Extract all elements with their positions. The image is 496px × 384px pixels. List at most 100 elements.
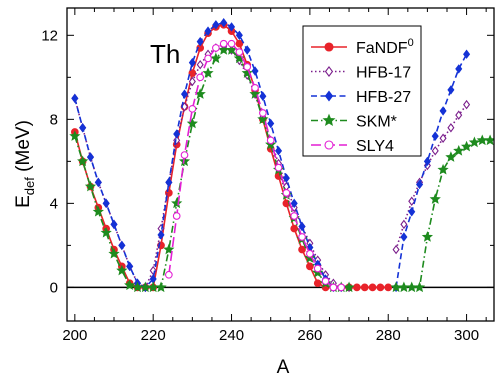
data-point [204, 54, 212, 63]
data-point [282, 189, 291, 197]
data-point [118, 240, 126, 251]
legend-label: HFB-27 [356, 89, 411, 106]
data-point [274, 163, 283, 172]
data-point [431, 146, 439, 156]
plot-frame [66, 7, 495, 322]
y-tick-label: 0 [50, 279, 58, 296]
data-point [290, 198, 298, 209]
data-point [210, 52, 222, 64]
data-point [251, 66, 259, 76]
data-point [275, 146, 283, 156]
data-point [243, 62, 252, 71]
data-point [165, 189, 173, 197]
legend-label-text: HFB-17 [356, 65, 411, 82]
data-point [235, 30, 243, 41]
data-point [290, 224, 299, 233]
data-point [360, 283, 369, 292]
data-point [306, 249, 314, 258]
legend-label-superscript: 0 [408, 37, 414, 49]
data-point [110, 219, 118, 230]
data-point [439, 133, 447, 143]
data-point [92, 205, 104, 217]
x-tick-label: 260 [297, 327, 322, 344]
data-point [400, 232, 408, 242]
data-point [163, 243, 175, 255]
data-point [69, 130, 81, 141]
data-point [196, 60, 204, 70]
data-point [439, 106, 447, 116]
data-point [243, 45, 251, 55]
data-point [421, 231, 434, 242]
data-point [219, 39, 228, 48]
data-point [251, 83, 259, 92]
y-tick-label: 4 [50, 195, 58, 212]
data-point [413, 281, 426, 293]
series-skm- [69, 44, 494, 293]
data-point [484, 134, 494, 146]
data-point [460, 140, 473, 152]
data-point [429, 193, 441, 204]
series-line [395, 53, 468, 288]
y-axis-label-unit: (MeV) [13, 120, 34, 177]
data-point [463, 99, 471, 110]
data-point [180, 151, 189, 159]
data-point [368, 283, 377, 292]
legend-label: SKM* [356, 114, 397, 131]
series-hfb-27 [71, 17, 471, 293]
data-point [343, 281, 355, 293]
x-tick-label: 200 [62, 327, 87, 344]
data-point [298, 245, 306, 254]
data-point [235, 39, 244, 48]
data-point [165, 177, 173, 188]
data-point [313, 264, 322, 273]
data-point [337, 283, 346, 292]
x-tick-label: 300 [454, 327, 479, 344]
data-point [202, 67, 214, 78]
legend-label: FaNDF0 [356, 37, 414, 57]
data-point [108, 247, 120, 259]
data-point [324, 140, 334, 150]
data-point [235, 48, 244, 56]
data-point [306, 262, 314, 271]
data-point [212, 20, 220, 30]
data-point [102, 198, 110, 209]
data-point [324, 90, 334, 102]
legend-label-text: SLY4 [356, 138, 394, 155]
x-tick-label: 240 [219, 327, 244, 344]
data-point [220, 17, 228, 28]
data-point [416, 179, 424, 190]
data-point [445, 151, 457, 162]
data-point [227, 39, 236, 48]
data-point [437, 163, 449, 175]
data-point [212, 44, 220, 52]
data-point [400, 219, 408, 230]
legend-entry: HFB-27 [311, 89, 411, 106]
data-point [324, 65, 334, 78]
data-point [124, 279, 136, 291]
data-point [322, 113, 336, 127]
data-point [282, 173, 290, 183]
data-point [267, 118, 275, 129]
data-point [408, 196, 416, 206]
data-point [298, 221, 306, 232]
data-point [431, 131, 439, 141]
data-point [321, 277, 330, 285]
data-point [463, 49, 471, 59]
data-point [155, 281, 167, 293]
data-point [324, 42, 334, 52]
data-point [196, 73, 205, 82]
data-point [225, 44, 238, 55]
data-point [376, 283, 385, 292]
series-layer [69, 17, 494, 293]
legend-label-text: HFB-27 [356, 89, 411, 106]
data-point [204, 26, 212, 36]
legend: FaNDF0 HFB-17 HFB-27 SKM* SLY4 [302, 25, 422, 157]
data-point [188, 104, 197, 113]
data-point [157, 230, 165, 240]
element-annotation: Th [150, 39, 180, 69]
data-point [77, 155, 89, 167]
y-axis-label: Edef (MeV) [13, 120, 37, 208]
data-point [447, 123, 455, 133]
x-axis-label: A [277, 357, 290, 378]
